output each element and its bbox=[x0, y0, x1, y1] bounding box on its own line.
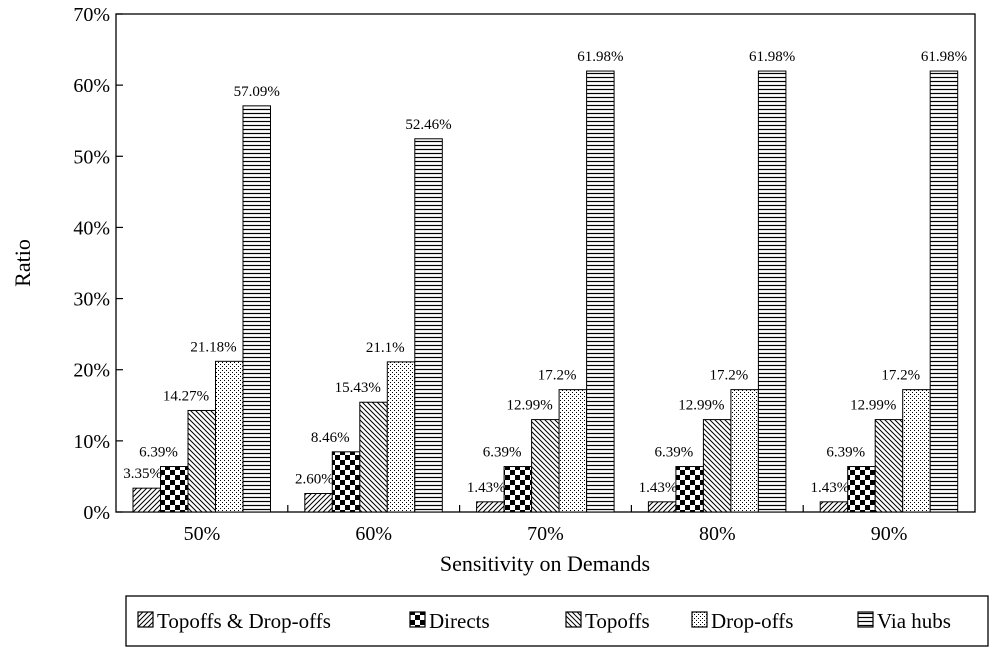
bar-directs bbox=[675, 466, 704, 513]
legend-label: Topoffs & Drop-offs bbox=[157, 609, 331, 633]
x-tick-label: 50% bbox=[184, 523, 221, 545]
x-tick-label: 60% bbox=[355, 523, 392, 545]
data-label: 17.2% bbox=[538, 368, 577, 384]
data-label: 57.09% bbox=[234, 84, 280, 100]
data-label: 21.1% bbox=[366, 340, 405, 356]
bar-directs bbox=[331, 451, 361, 513]
data-label: 17.2% bbox=[710, 368, 749, 384]
data-label: 2.60% bbox=[295, 472, 334, 488]
legend-swatch-directs bbox=[409, 611, 426, 628]
bar-directs bbox=[847, 466, 876, 513]
data-label: 6.39% bbox=[139, 445, 178, 461]
bar-drop-offs bbox=[386, 361, 416, 513]
bar-topoffs bbox=[874, 419, 904, 513]
legend-label: Drop-offs bbox=[711, 609, 793, 633]
data-label: 6.39% bbox=[655, 445, 694, 461]
data-label: 6.39% bbox=[483, 445, 522, 461]
legend-swatch-topoffs-drop-offs bbox=[137, 611, 154, 628]
bar-directs bbox=[503, 466, 533, 513]
data-label: 61.98% bbox=[921, 49, 967, 65]
bar-drop-offs bbox=[730, 389, 759, 513]
data-label: 61.98% bbox=[749, 49, 795, 65]
x-axis: 50% 60% 70% 80% 90% bbox=[184, 505, 908, 545]
data-label: 6.39% bbox=[826, 445, 865, 461]
data-label: 21.18% bbox=[190, 339, 236, 355]
legend-swatch-topoffs bbox=[565, 611, 582, 628]
x-tick-label: 70% bbox=[527, 523, 564, 545]
data-label: 61.98% bbox=[577, 49, 623, 65]
data-label: 14.27% bbox=[163, 388, 209, 404]
legend-frame bbox=[125, 595, 989, 647]
y-tick-label: 50% bbox=[73, 146, 110, 168]
y-tick-label: 40% bbox=[73, 217, 110, 239]
y-axis: 0% 10% 20% 30% 40% 50% 60% 70% bbox=[73, 4, 123, 524]
bar-topoffs-drop-offs bbox=[819, 501, 849, 513]
legend-items: Topoffs & Drop-offs Directs Topoffs Drop-of… bbox=[137, 609, 951, 633]
bar-drop-offs bbox=[215, 360, 244, 513]
x-tick-label: 80% bbox=[699, 523, 736, 545]
bar-via-hubs bbox=[242, 105, 271, 513]
legend-swatch-drop-offs bbox=[691, 611, 708, 628]
legend-swatch-via-hubs bbox=[857, 611, 874, 628]
y-tick-label: 0% bbox=[83, 502, 110, 524]
bar-topoffs-drop-offs bbox=[647, 501, 677, 513]
legend: Topoffs & Drop-offs Directs Topoffs Drop-of… bbox=[125, 595, 989, 647]
y-tick-label: 30% bbox=[73, 289, 110, 311]
bar-via-hubs bbox=[414, 138, 443, 513]
bar-via-hubs bbox=[929, 70, 959, 513]
y-tick-label: 60% bbox=[73, 75, 110, 97]
bar-via-hubs bbox=[757, 70, 787, 513]
y-tick-label: 70% bbox=[73, 4, 110, 26]
bar-topoffs-drop-offs bbox=[132, 487, 161, 513]
data-label: 17.2% bbox=[881, 368, 920, 384]
data-label: 15.43% bbox=[335, 380, 381, 396]
bar-via-hubs bbox=[586, 70, 615, 513]
legend-label: Via hubs bbox=[877, 609, 951, 633]
legend-label: Directs bbox=[429, 609, 490, 633]
data-label: 1.43% bbox=[467, 480, 506, 496]
data-label: 12.99% bbox=[506, 398, 552, 414]
x-tick-label: 90% bbox=[871, 523, 908, 545]
bar-topoffs bbox=[187, 409, 216, 513]
data-label: 52.46% bbox=[405, 117, 451, 133]
bar-directs bbox=[160, 466, 189, 513]
data-label: 1.43% bbox=[810, 480, 849, 496]
bar-series-group bbox=[132, 70, 959, 513]
y-tick-label: 20% bbox=[73, 360, 110, 382]
bar-topoffs bbox=[359, 401, 388, 513]
bar-topoffs-drop-offs bbox=[304, 493, 333, 513]
x-axis-title: Sensitivity on Demands bbox=[440, 551, 650, 576]
bar-drop-offs bbox=[558, 389, 588, 513]
data-label: 12.99% bbox=[678, 398, 724, 414]
bar-topoffs-drop-offs bbox=[476, 501, 505, 513]
data-label-group: 3.35% 6.39% 14.27% 21.18% 57.09% 2.60% 8.46% 15… bbox=[123, 49, 967, 496]
y-axis-title: Ratio bbox=[10, 239, 35, 287]
y-tick-label: 10% bbox=[73, 431, 110, 453]
bar-drop-offs bbox=[902, 389, 931, 513]
data-label: 1.43% bbox=[639, 480, 678, 496]
data-label: 12.99% bbox=[850, 398, 896, 414]
bar-topoffs bbox=[531, 419, 560, 513]
legend-label: Topoffs bbox=[585, 609, 650, 633]
data-label: 3.35% bbox=[123, 466, 162, 482]
data-label: 8.46% bbox=[311, 430, 350, 446]
bar-topoffs bbox=[702, 419, 732, 513]
